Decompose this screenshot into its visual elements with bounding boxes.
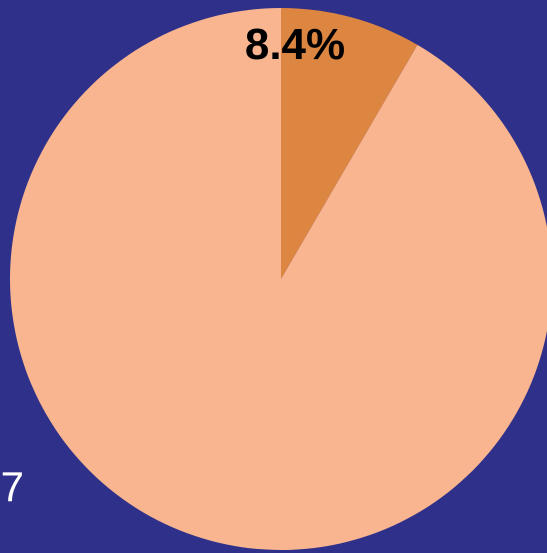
pie-labels: Yes8.4%: [245, 20, 345, 69]
footer-text: 7: [1, 463, 24, 510]
slice-value-label: 8.4%: [245, 20, 345, 69]
pie-slice: [10, 8, 547, 550]
pie-slice: [281, 8, 418, 279]
pie: [10, 8, 547, 550]
